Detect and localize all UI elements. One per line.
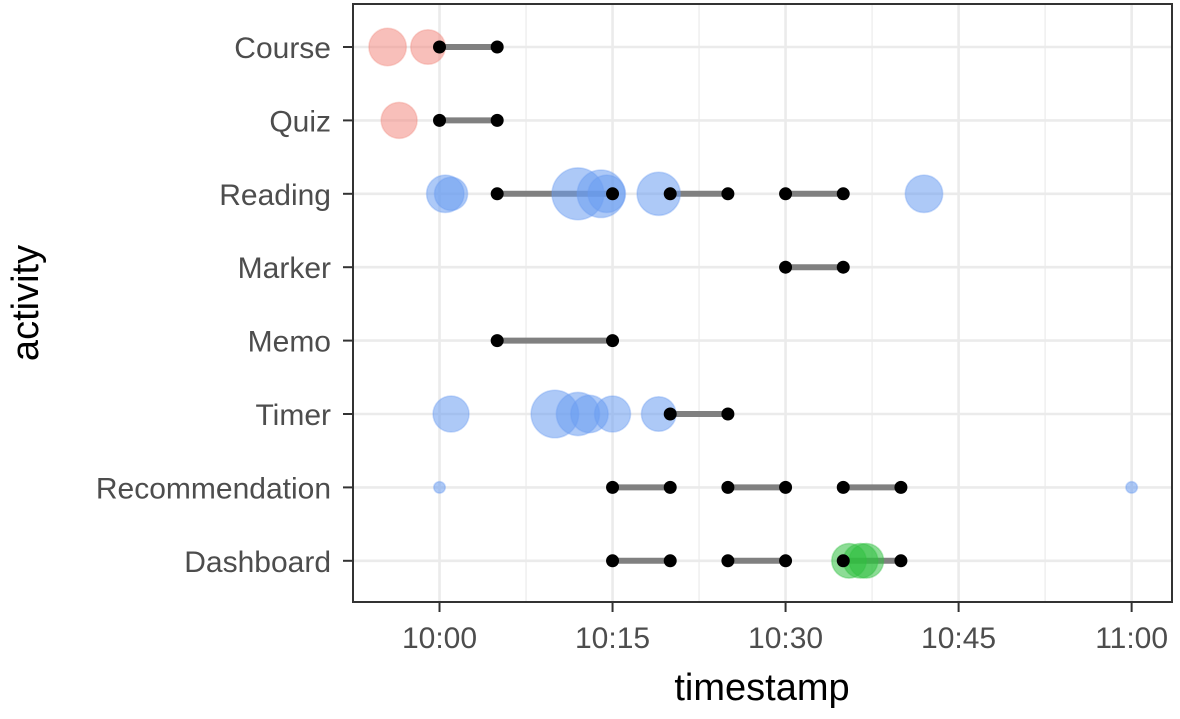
segment-endpoint: [836, 480, 850, 494]
y-tick-label: Recommendation: [96, 472, 331, 505]
segment-endpoint: [779, 187, 793, 201]
segment-endpoint: [779, 554, 793, 568]
y-tick-label: Dashboard: [184, 546, 331, 579]
y-tick-label: Marker: [238, 252, 331, 285]
event-bubble: [904, 174, 944, 214]
segment-endpoint: [490, 187, 504, 201]
grid-lines: [353, 4, 1172, 602]
x-tick-label: 10:15: [575, 622, 650, 655]
y-axis-title: activity: [5, 245, 47, 361]
segment-endpoint: [490, 40, 504, 54]
segment-endpoint: [721, 187, 735, 201]
y-tick-label: Course: [234, 32, 331, 65]
segment-endpoint: [894, 554, 908, 568]
event-bubble: [368, 27, 408, 67]
event-bubble: [848, 542, 885, 579]
axis-layer: Course Quiz Reading Marker Memo Timer Recommen…: [96, 32, 1168, 655]
panel-border: [352, 3, 1173, 603]
event-bubble: [593, 395, 632, 433]
x-tick-label: 10:30: [748, 622, 823, 655]
segment-endpoint: [606, 334, 620, 348]
segment-endpoint: [490, 113, 504, 127]
segment-endpoint: [663, 554, 677, 568]
segment-endpoint: [663, 187, 677, 201]
y-tick-label: Quiz: [269, 105, 331, 138]
event-bubble: [432, 395, 470, 433]
event-bubble: [380, 101, 418, 140]
y-tick-label: Memo: [248, 326, 331, 359]
segment-endpoint: [721, 554, 735, 568]
segment-endpoint: [836, 260, 850, 274]
segment-endpoint: [721, 480, 735, 494]
segment-endpoint: [490, 334, 504, 348]
segment-endpoint: [779, 480, 793, 494]
event-bubble: [1125, 480, 1139, 494]
event-bubble: [636, 171, 682, 217]
x-axis-title: timestamp: [674, 667, 849, 709]
segment-endpoint: [836, 554, 850, 568]
event-bubble: [433, 176, 469, 212]
point-layer: [368, 27, 1139, 579]
segment-endpoint: [606, 480, 620, 494]
segment-endpoint: [663, 480, 677, 494]
segment-endpoint: [779, 260, 793, 274]
event-bubble: [433, 480, 447, 494]
endpoint-layer: [433, 40, 908, 568]
y-tick-label: Timer: [255, 399, 331, 432]
segment-endpoint: [606, 554, 620, 568]
x-tick-label: 10:45: [921, 622, 996, 655]
y-tick-label: Reading: [219, 179, 331, 212]
segment-endpoint: [663, 407, 677, 421]
segment-endpoint: [894, 480, 908, 494]
segment-endpoint: [721, 407, 735, 421]
segment-endpoint: [433, 113, 447, 127]
x-tick-label: 11:00: [1095, 622, 1168, 655]
segment-endpoint: [433, 40, 447, 54]
segment-endpoint: [606, 187, 620, 201]
x-tick-label: 10:00: [402, 622, 477, 655]
segment-endpoint: [836, 187, 850, 201]
